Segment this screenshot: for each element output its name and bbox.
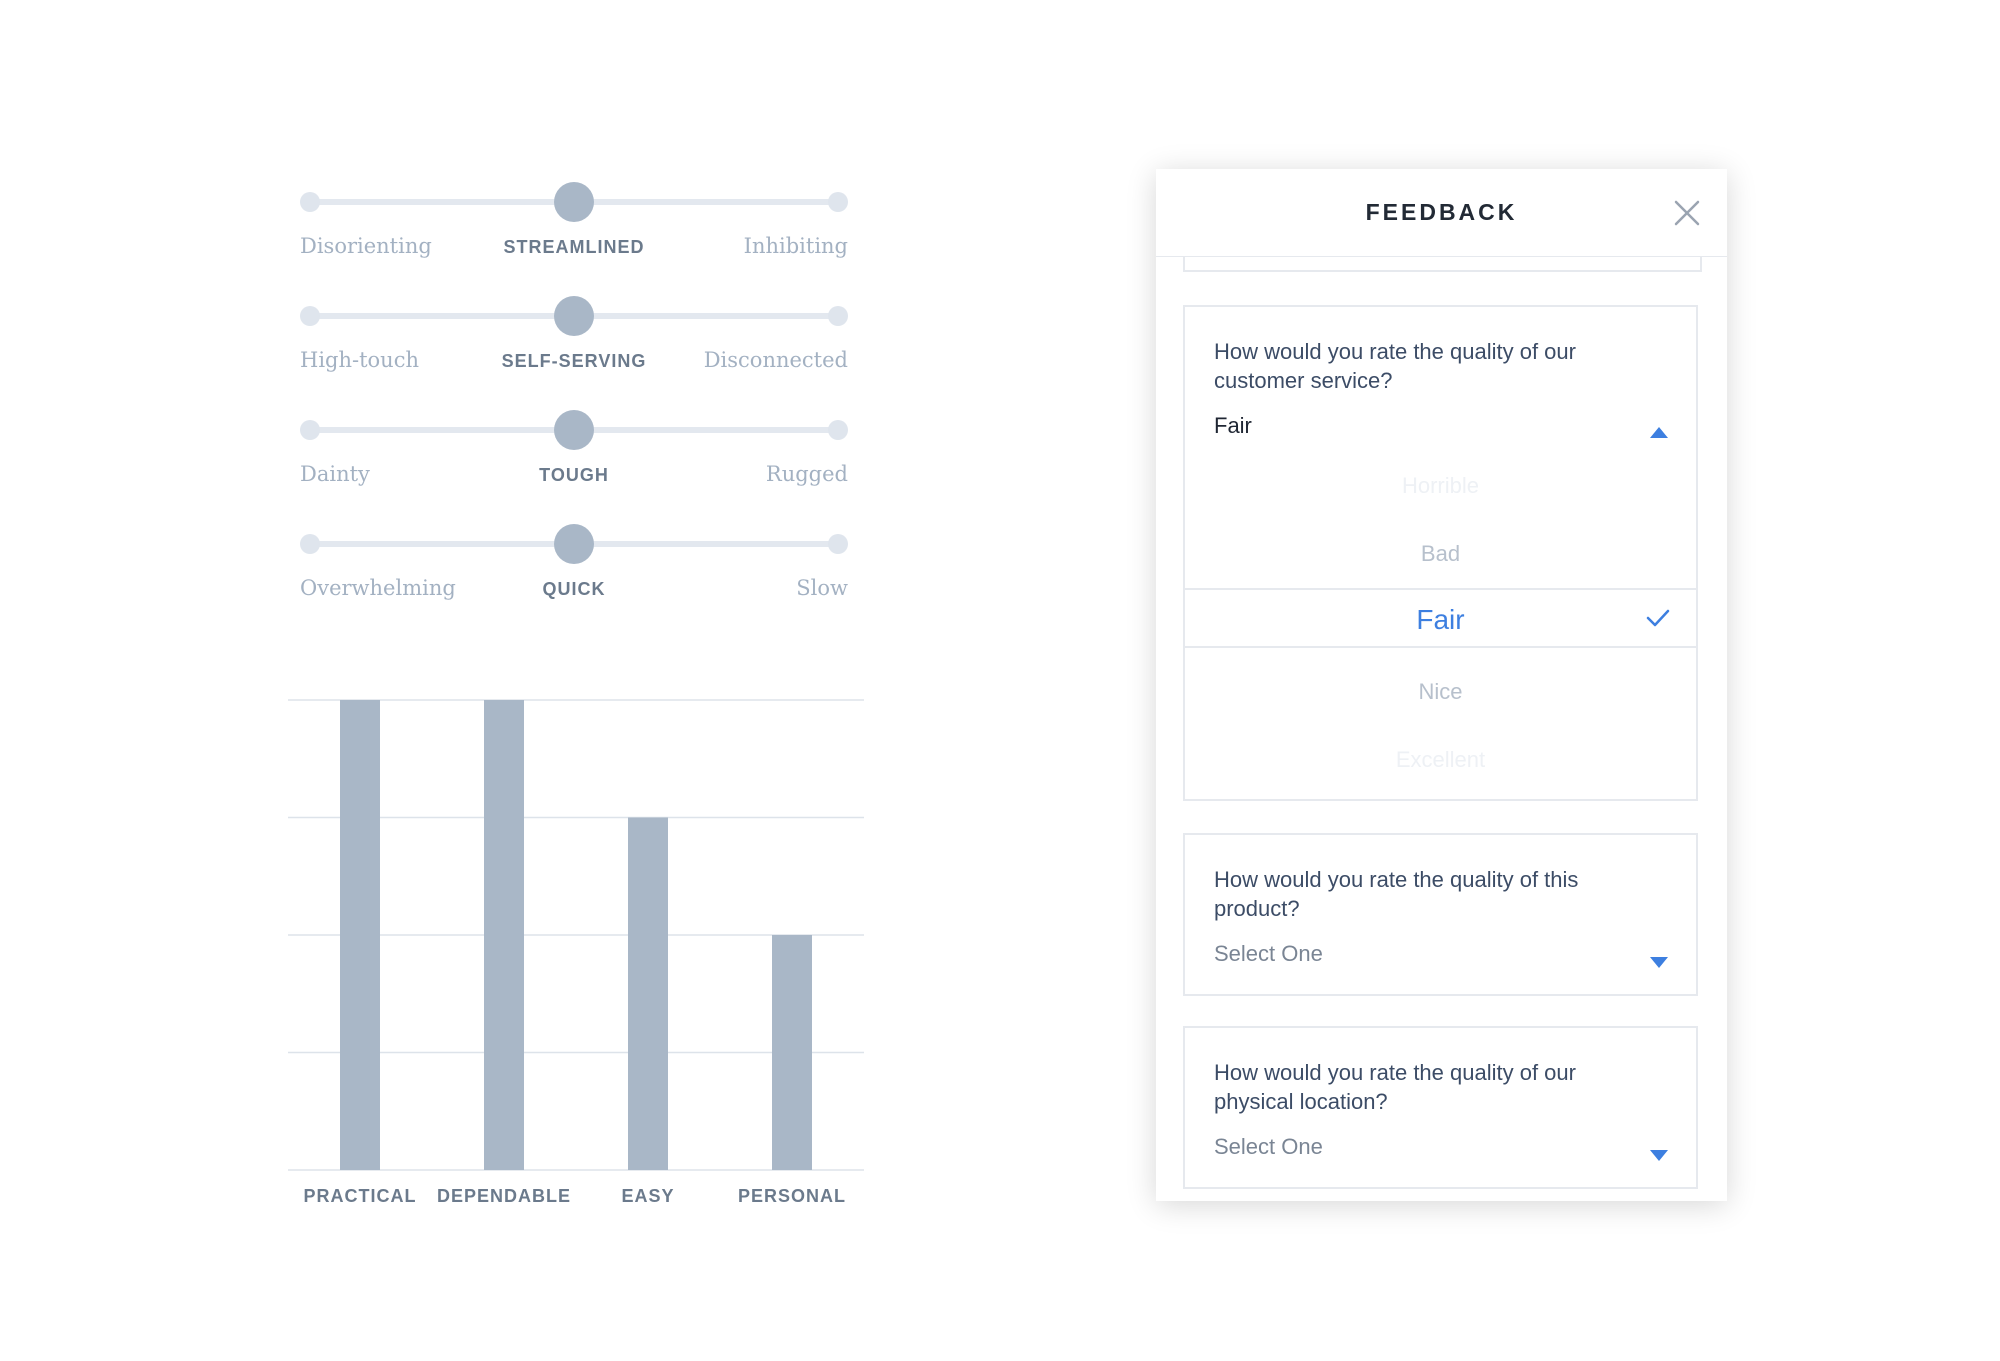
caret-down-icon[interactable] — [1650, 1150, 1668, 1161]
bar-chart: PRACTICAL DEPENDABLE EASY PERSONAL — [288, 699, 864, 1206]
dropdown-value[interactable]: Select One — [1214, 941, 1323, 966]
slider-center-label: SELF-SERVING — [501, 351, 647, 371]
bar-personal — [772, 935, 812, 1170]
question-text: How would you rate the quality of our ph… — [1214, 1060, 1576, 1114]
caret-up-icon[interactable] — [1650, 427, 1668, 438]
checkmark-icon — [1646, 609, 1670, 627]
dropdown-value[interactable]: Select One — [1214, 1134, 1323, 1159]
slider-right-label: Slow — [796, 576, 848, 600]
slider-knob[interactable] — [554, 410, 594, 450]
panel-header: FEEDBACK — [1156, 169, 1727, 257]
slider-end-dot — [828, 534, 848, 554]
slider-end-dot — [300, 534, 320, 554]
panel-title: FEEDBACK — [1365, 199, 1518, 225]
option-bad[interactable]: Bad — [1420, 541, 1461, 566]
slider-end-dot — [300, 192, 320, 212]
slider-end-dot — [300, 306, 320, 326]
chart-x-labels: PRACTICAL DEPENDABLE EASY PERSONAL — [304, 1186, 846, 1206]
question-text: How would you rate the quality of this p… — [1214, 867, 1579, 921]
slider-streamlined[interactable]: Disorienting STREAMLINED Inhibiting — [300, 182, 848, 262]
chart-grid — [288, 699, 864, 1171]
selected-option-label: Fair — [1416, 604, 1465, 635]
x-tick-label: PRACTICAL — [304, 1186, 417, 1206]
bar-easy — [628, 817, 668, 1170]
question-card-product[interactable]: How would you rate the quality of this p… — [1183, 833, 1698, 996]
caret-down-icon[interactable] — [1650, 957, 1668, 968]
slider-left-label: Dainty — [300, 462, 370, 486]
slider-end-dot — [828, 192, 848, 212]
slider-knob[interactable] — [554, 524, 594, 564]
feedback-panel: FEEDBACK How would you rate the quality … — [1156, 169, 1727, 1201]
slider-center-label: TOUGH — [539, 465, 609, 485]
slider-right-label: Rugged — [765, 462, 848, 486]
slider-right-label: Inhibiting — [743, 234, 848, 258]
x-tick-label: DEPENDABLE — [437, 1186, 571, 1206]
option-horrible[interactable]: Horrible — [1401, 473, 1480, 498]
slider-knob[interactable] — [554, 296, 594, 336]
slider-right-label: Disconnected — [703, 348, 848, 372]
slider-knob[interactable] — [554, 182, 594, 222]
slider-left-label: Disorienting — [300, 234, 432, 258]
slider-left-label: High-touch — [300, 348, 419, 372]
option-excellent[interactable]: Excellent — [1395, 747, 1486, 772]
slider-quick[interactable]: Overwhelming QUICK Slow — [300, 524, 848, 604]
question-card-customer-service: How would you rate the quality of our cu… — [1183, 305, 1698, 801]
close-icon[interactable] — [1673, 199, 1701, 227]
slider-end-dot — [300, 420, 320, 440]
slider-end-dot — [828, 420, 848, 440]
question-card-physical-location[interactable]: How would you rate the quality of our ph… — [1183, 1026, 1698, 1189]
option-nice[interactable]: Nice — [1418, 679, 1463, 704]
bar-dependable — [484, 700, 524, 1170]
slider-self-serving[interactable]: High-touch SELF-SERVING Disconnected — [300, 296, 848, 376]
slider-center-label: STREAMLINED — [503, 237, 645, 257]
slider-tough[interactable]: Dainty TOUGH Rugged — [300, 410, 848, 490]
slider-center-label: QUICK — [542, 579, 606, 599]
x-tick-label: EASY — [621, 1186, 674, 1206]
dropdown-value[interactable]: Fair — [1214, 413, 1252, 438]
question-text: How would you rate the quality of our cu… — [1214, 339, 1576, 393]
slider-left-label: Overwhelming — [300, 576, 456, 600]
bar-practical — [340, 700, 380, 1170]
option-fair-selected[interactable]: Fair — [1185, 588, 1696, 648]
chart-bars — [340, 700, 812, 1170]
x-tick-label: PERSONAL — [738, 1186, 846, 1206]
slider-end-dot — [828, 306, 848, 326]
